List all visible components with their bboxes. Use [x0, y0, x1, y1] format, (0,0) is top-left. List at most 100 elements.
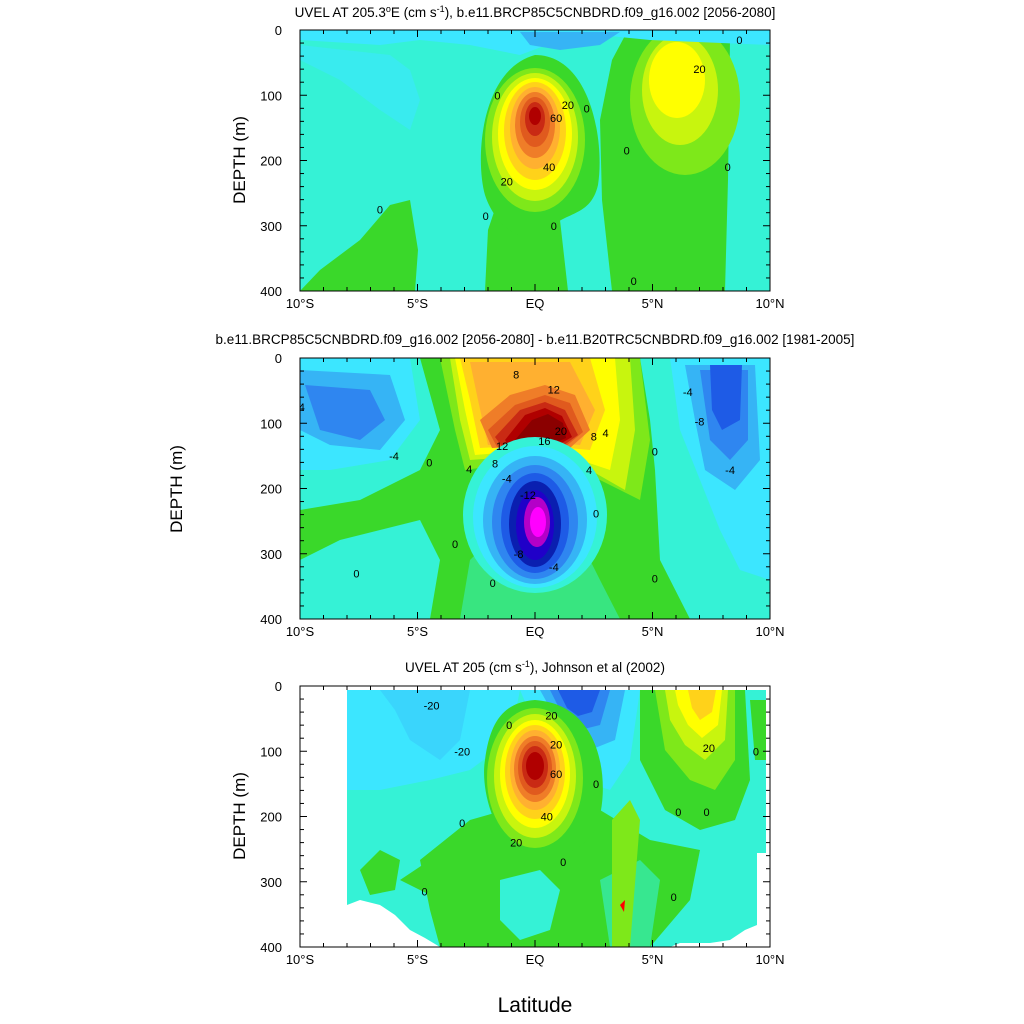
panel-1: UVEL AT 205.3oE (cm s-1), b.e11.BRCP85C5… — [230, 4, 785, 311]
x-tick-label: 10°N — [755, 952, 784, 967]
contour-label: 0 — [452, 539, 458, 551]
contour-label: -20 — [424, 701, 440, 713]
contour-label: 0 — [671, 892, 677, 904]
contour-label: -4 — [725, 465, 735, 477]
contour-label: 0 — [483, 211, 489, 223]
contour-label: 8 — [513, 369, 519, 381]
x-tick-label: 5°S — [407, 624, 428, 639]
panel-2-deep-west — [300, 520, 440, 619]
contour-label: 0 — [560, 857, 566, 869]
contour-label: 20 — [501, 176, 513, 188]
contour-label: 20 — [510, 838, 522, 850]
x-tick-label: EQ — [526, 624, 545, 639]
contour-label: 12 — [496, 441, 508, 453]
x-tick-label: 5°S — [407, 296, 428, 311]
y-tick-label: 0 — [275, 351, 282, 366]
contour-label: 0 — [377, 204, 383, 216]
panel-3-title: UVEL AT 205 (cm s-1), Johnson et al (200… — [405, 659, 665, 675]
y-tick-label: 300 — [260, 875, 282, 890]
x-tick-label: 5°N — [642, 624, 664, 639]
contour-label: 20 — [693, 64, 705, 76]
x-tick-label: EQ — [526, 296, 545, 311]
contour-label: 0 — [551, 221, 557, 233]
contour-label: -12 — [520, 490, 536, 502]
x-tick-label: 10°N — [755, 296, 784, 311]
panel-3-green-band — [360, 800, 700, 947]
contour-label: -8 — [514, 549, 524, 561]
y-tick-label: 400 — [260, 940, 282, 955]
contour-label: 20 — [545, 710, 557, 722]
contour-label: 20 — [555, 426, 567, 438]
contour-label: 4 — [602, 428, 608, 440]
panel-2-negative-anomaly — [463, 437, 607, 593]
panel-3-small-patch — [620, 900, 625, 912]
y-tick-label: 0 — [275, 23, 282, 38]
contour-label: 4 — [586, 465, 592, 477]
contour-label: 0 — [421, 887, 427, 899]
panel-2-eastern-anomaly — [640, 358, 770, 619]
contour-label: 20 — [550, 740, 562, 752]
contour-label: 0 — [593, 779, 599, 791]
contour-label: -4 — [549, 562, 559, 574]
x-tick-label: 5°N — [642, 296, 664, 311]
contour-label: 0 — [490, 578, 496, 590]
panel-2: b.e11.BRCP85C5CNBDRD.f09_g16.002 [2056-2… — [167, 332, 854, 639]
y-tick-label: 100 — [260, 744, 282, 759]
contour-label: 0 — [353, 568, 359, 580]
contour-label: 4 — [466, 464, 472, 476]
contour-label: 0 — [593, 508, 599, 520]
contour-label: 60 — [550, 113, 562, 125]
panel-3-euc — [484, 700, 603, 856]
contour-label: 40 — [543, 162, 555, 174]
contour-label: 0 — [426, 457, 432, 469]
x-tick-label: 10°N — [755, 624, 784, 639]
contour-label: 20 — [562, 100, 574, 112]
contour-label: 0 — [675, 807, 681, 819]
contour-label: 0 — [725, 162, 731, 174]
panel-2-positive-anomaly — [440, 358, 650, 500]
x-axis-label: Latitude — [498, 994, 573, 1017]
contour-label: 60 — [550, 769, 562, 781]
contour-label: -4 — [389, 451, 399, 463]
y-tick-label: 300 — [260, 219, 282, 234]
contour-label: 0 — [631, 276, 637, 288]
x-tick-label: 10°S — [286, 296, 315, 311]
panel-3-contour-labels: -20 -20 0 20 20 60 40 20 0 0 0 0 0 0 20 0 0 — [421, 701, 758, 904]
contour-label: 0 — [652, 574, 658, 586]
y-tick-label: 100 — [260, 416, 282, 431]
contour-label: 0 — [703, 807, 709, 819]
y-tick-label: 400 — [260, 612, 282, 627]
panel-3-necc — [640, 690, 766, 830]
contour-label: 0 — [494, 90, 500, 102]
contour-label: -4 — [295, 402, 305, 414]
panel-1-euc — [480, 55, 600, 238]
contour-label: 0 — [652, 446, 658, 458]
panel-1-title: UVEL AT 205.3oE (cm s-1), b.e11.BRCP85C5… — [295, 4, 776, 20]
x-tick-label: 5°S — [407, 952, 428, 967]
contour-label: 0 — [506, 720, 512, 732]
y-tick-label: 200 — [260, 482, 282, 497]
y-tick-label: 400 — [260, 284, 282, 299]
y-tick-label: 200 — [260, 154, 282, 169]
contour-label: -4 — [502, 474, 512, 486]
x-tick-label: 5°N — [642, 952, 664, 967]
contour-label: 40 — [541, 812, 553, 824]
contour-label: 16 — [538, 436, 550, 448]
panel-2-ylabel: DEPTH (m) — [167, 445, 186, 533]
y-tick-label: 300 — [260, 547, 282, 562]
panel-2-title: b.e11.BRCP85C5CNBDRD.f09_g16.002 [2056-2… — [216, 332, 855, 347]
panel-1-necc — [600, 30, 770, 291]
contour-label: 0 — [584, 103, 590, 115]
contour-label: 0 — [753, 746, 759, 758]
contour-label: 0 — [736, 35, 742, 47]
y-tick-label: 100 — [260, 88, 282, 103]
x-tick-label: EQ — [526, 952, 545, 967]
panel-3-plot-area: -20 -20 0 20 20 60 40 20 0 0 0 0 0 0 20 0 0 — [347, 690, 766, 947]
